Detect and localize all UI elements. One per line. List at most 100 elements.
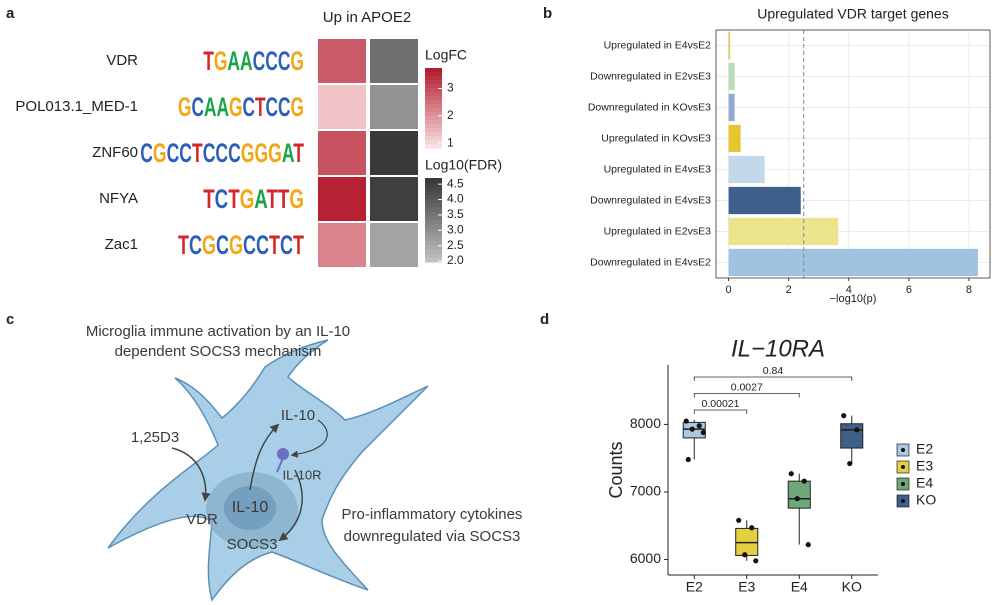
colorbar-step xyxy=(425,104,442,109)
colorbar-step xyxy=(425,100,442,105)
data-point xyxy=(788,471,794,477)
colorbar-step xyxy=(425,224,442,229)
heatmap-cell xyxy=(318,177,366,221)
colorbar-step xyxy=(425,211,442,217)
colorbar-step xyxy=(425,199,442,204)
row-label: NFYA xyxy=(99,190,138,207)
colorbar-step xyxy=(425,140,442,145)
colorbar-step xyxy=(425,203,442,208)
significance-bracket xyxy=(693,393,800,398)
legend-title: LogFC xyxy=(425,47,467,63)
y-tick-label: Downregulated in E4vsE2 xyxy=(590,256,711,268)
data-point xyxy=(854,427,860,433)
colorbar-step xyxy=(425,112,442,117)
x-axis-label: −log10(p) xyxy=(830,293,877,305)
diagram-label: 1,25D3 xyxy=(131,429,179,446)
colorbar-step xyxy=(425,144,442,149)
diagram-note: downregulated via SOCS3 xyxy=(344,528,521,545)
y-tick-label: Upregulated in E2vsE3 xyxy=(604,225,712,237)
bar xyxy=(728,186,801,215)
colorbar-step xyxy=(425,220,442,225)
colorbar-step xyxy=(425,76,442,81)
data-point xyxy=(801,478,807,484)
data-point xyxy=(749,525,755,531)
arrow xyxy=(171,447,211,502)
heatmap-cell xyxy=(370,39,418,83)
colorbar-step xyxy=(425,249,442,255)
colorbar-step xyxy=(425,84,442,89)
data-point xyxy=(753,558,759,564)
colorbar-label: 4.0 xyxy=(447,192,464,206)
p-value: 0.0027 xyxy=(731,381,763,393)
colorbar-label: 3 xyxy=(447,81,454,95)
panel-label: a xyxy=(6,5,15,22)
y-tick-label: Downregulated in E2vsE3 xyxy=(590,70,711,82)
x-tick-label: 2 xyxy=(786,284,792,296)
colorbar-step xyxy=(425,92,442,97)
colorbar-step xyxy=(425,96,442,101)
cell-body xyxy=(107,339,429,602)
nucleus-core xyxy=(224,486,276,530)
colorbar-step xyxy=(425,136,442,141)
arrow xyxy=(278,469,303,542)
colorbar-step xyxy=(425,241,442,246)
y-axis-label: Counts xyxy=(606,441,626,498)
motif-logo: TGAACCCG xyxy=(203,46,304,76)
p-value: 0.84 xyxy=(763,365,784,377)
x-tick-label: 4 xyxy=(846,284,852,296)
heatmap-cell xyxy=(318,131,366,175)
x-tick-label: 8 xyxy=(966,284,972,296)
diagram-label: SOCS3 xyxy=(227,536,278,553)
colorbar-step xyxy=(425,245,442,250)
data-point xyxy=(841,413,847,419)
diagram-label: IL-10 xyxy=(232,499,269,516)
colorbar-step xyxy=(425,124,442,129)
legend-dot xyxy=(901,499,905,503)
arrow xyxy=(249,423,280,491)
receptor-icon xyxy=(277,448,289,460)
bar xyxy=(728,124,741,153)
diagram-label: VDR xyxy=(186,511,218,528)
chart-title: Upregulated VDR target genes xyxy=(757,6,948,22)
data-point xyxy=(689,426,695,432)
colorbar-step xyxy=(425,120,442,125)
y-tick-label: Downregulated in E4vsE3 xyxy=(590,194,711,206)
legend-label: E4 xyxy=(916,475,933,491)
row-label: VDR xyxy=(106,52,138,69)
colorbar-label: 2.5 xyxy=(447,238,464,252)
colorbar-step xyxy=(425,257,442,263)
heatmap-cell xyxy=(370,85,418,129)
legend-label: E3 xyxy=(916,458,933,474)
x-tick-label: KO xyxy=(842,579,862,595)
arrow xyxy=(290,419,328,458)
bar xyxy=(728,155,765,184)
panel-label: b xyxy=(543,5,552,22)
motif-logo: CGCCTCCCGGGAT xyxy=(140,138,304,168)
data-point xyxy=(742,552,748,558)
diagram-title: dependent SOCS3 mechanism xyxy=(115,343,322,360)
colorbar-step xyxy=(425,186,442,192)
x-tick-label: E3 xyxy=(738,579,755,595)
colorbar-step xyxy=(425,68,442,73)
colorbar-step xyxy=(425,116,442,121)
significance-bracket xyxy=(693,376,853,381)
colorbar-step xyxy=(425,228,442,234)
box xyxy=(840,423,864,449)
x-tick-label: E2 xyxy=(686,579,703,595)
colorbar-step xyxy=(425,253,442,259)
heatmap-cell xyxy=(318,223,366,267)
chart-title: IL−10RA xyxy=(731,335,825,362)
colorbar-step xyxy=(425,88,442,93)
x-tick-label: 6 xyxy=(906,284,912,296)
heatmap-cell xyxy=(318,39,366,83)
colorbar-step xyxy=(425,182,442,187)
colorbar-step xyxy=(425,108,442,113)
colorbar-step xyxy=(425,178,442,183)
x-tick-label: E4 xyxy=(791,579,808,595)
receptor-icon xyxy=(276,457,284,473)
bar xyxy=(728,31,731,60)
box xyxy=(787,480,811,509)
data-point xyxy=(736,517,742,523)
